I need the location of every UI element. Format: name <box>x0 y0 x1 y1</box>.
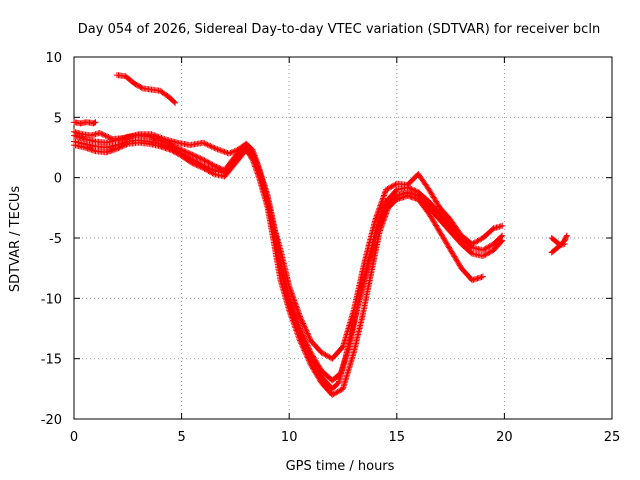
y-tick-label: 10 <box>45 51 62 66</box>
data-markers <box>71 72 570 398</box>
x-tick-label: 15 <box>389 430 406 445</box>
series-track-h <box>548 241 568 256</box>
chart-title: Day 054 of 2026, Sidereal Day-to-day VTE… <box>78 22 600 37</box>
series-markers <box>71 128 506 362</box>
y-axis-label: SDTVAR / TECUs <box>8 186 23 293</box>
series-markers <box>71 119 99 127</box>
series-track-f <box>114 72 179 106</box>
series-markers <box>71 137 506 392</box>
series-markers <box>71 132 506 384</box>
x-tick-label: 20 <box>496 430 513 445</box>
y-tick-label: 0 <box>54 172 62 187</box>
series-markers <box>114 72 179 106</box>
series-track-a <box>71 137 506 392</box>
x-tick-label: 5 <box>177 430 185 445</box>
x-tick-label: 10 <box>281 430 298 445</box>
series-track-e <box>71 119 99 127</box>
y-tick-label: -20 <box>41 413 62 428</box>
series-track-d <box>71 128 506 362</box>
y-tick-label: -15 <box>41 353 62 368</box>
series-track-b <box>71 132 506 384</box>
y-tick-label: 5 <box>54 111 62 126</box>
y-tick-label: -5 <box>49 232 62 247</box>
y-tick-label: -10 <box>41 292 62 307</box>
y-axis: 10 5 0 -5 -10 -15 -20 <box>41 51 612 428</box>
series-markers <box>548 241 568 256</box>
x-tick-label: 25 <box>604 430 621 445</box>
x-tick-label: 0 <box>70 430 78 445</box>
x-axis-label: GPS time / hours <box>286 459 395 474</box>
x-axis: 0 5 10 15 20 25 <box>70 57 620 445</box>
